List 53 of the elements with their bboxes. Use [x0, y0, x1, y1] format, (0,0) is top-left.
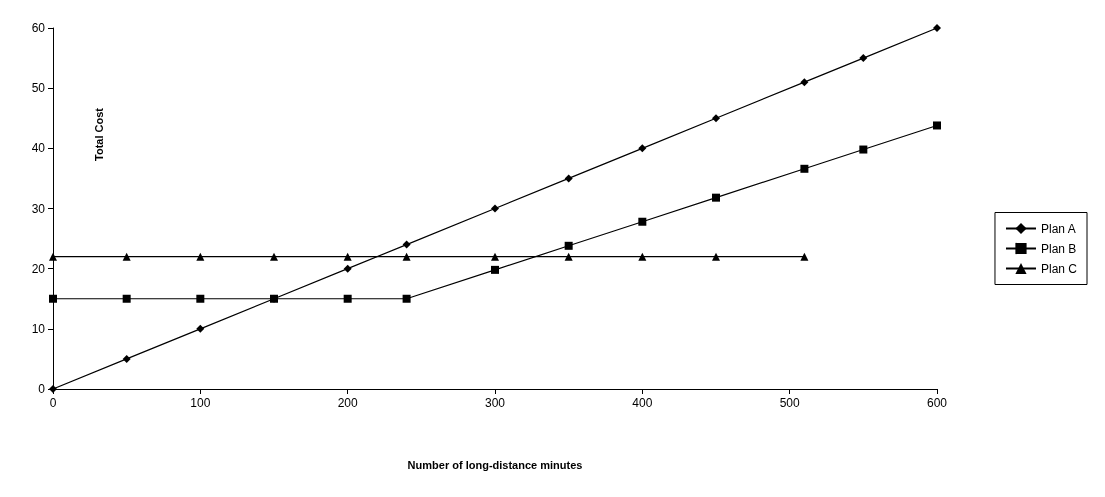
point [859, 54, 868, 63]
legend-label: Plan C [1040, 261, 1078, 276]
y-tick-label: 10 [31, 321, 46, 336]
point [564, 252, 573, 261]
point [800, 164, 809, 173]
y-tick-label: 0 [38, 382, 46, 396]
point [933, 121, 941, 130]
point [491, 204, 499, 213]
point [196, 252, 205, 261]
x-tick-label: 200 [337, 396, 358, 410]
point [49, 294, 57, 303]
point [491, 265, 499, 274]
y-tick-label: 60 [31, 21, 46, 35]
point [122, 252, 131, 261]
point [800, 252, 809, 261]
legend-label: Plan B [1040, 241, 1077, 256]
point [196, 294, 205, 303]
point [270, 252, 278, 261]
point [712, 114, 720, 123]
legend-label: Plan A [1040, 221, 1076, 236]
point [638, 252, 647, 261]
point [49, 252, 57, 261]
point [402, 240, 411, 249]
point [859, 145, 868, 154]
point [712, 193, 720, 202]
point [933, 24, 941, 32]
point [491, 252, 499, 261]
x-tick-label: 0 [49, 396, 57, 410]
point [196, 324, 205, 333]
point [638, 144, 647, 153]
point [564, 174, 573, 183]
point [122, 294, 131, 303]
point [402, 252, 411, 261]
y-axis-title: Total Cost [92, 107, 105, 161]
point [122, 354, 131, 363]
y-tick-label: 40 [31, 141, 46, 156]
point [800, 78, 809, 87]
point [343, 294, 352, 303]
point [638, 217, 647, 226]
x-tick-label: 500 [779, 396, 800, 410]
x-axis-title: Number of long-distance minutes [407, 458, 583, 471]
y-tick-label: 50 [31, 81, 46, 96]
x-tick-label: 100 [190, 396, 211, 410]
x-tick-label: 400 [632, 396, 653, 410]
x-tick-label: 600 [926, 396, 948, 410]
y-tick-label: 20 [31, 261, 46, 276]
point [712, 252, 720, 261]
point [564, 241, 573, 250]
point [343, 264, 352, 273]
y-tick-label: 30 [31, 201, 46, 216]
x-tick-label: 300 [484, 396, 506, 410]
point [343, 252, 352, 261]
point [402, 294, 411, 303]
